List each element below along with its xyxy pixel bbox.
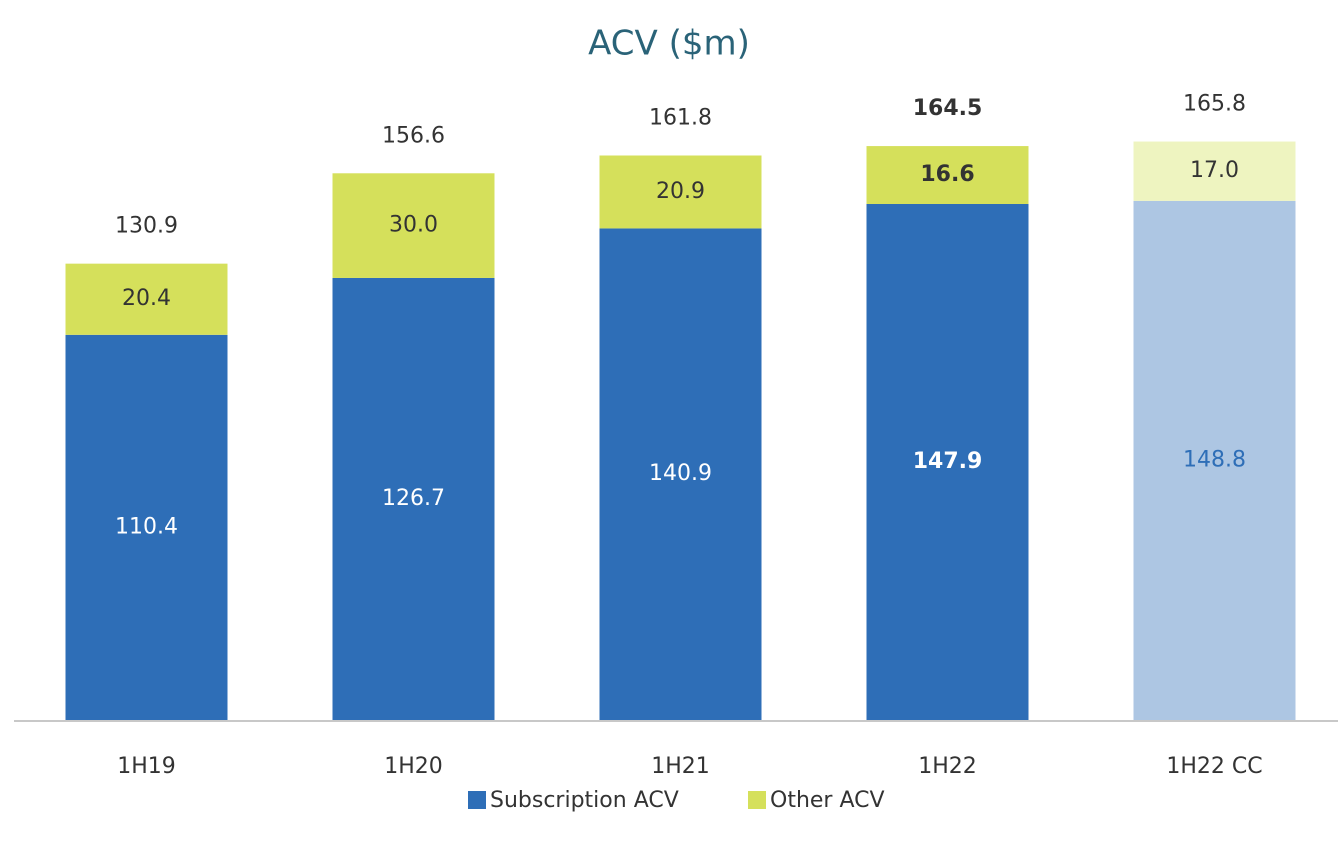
x-tick-label: 1H19	[117, 754, 176, 779]
data-label: 30.0	[389, 213, 438, 238]
legend-swatch	[468, 791, 486, 809]
data-label: 140.9	[649, 461, 712, 486]
bar-segment	[65, 263, 228, 335]
data-label: 126.7	[382, 486, 445, 511]
bar-segment	[332, 277, 495, 720]
total-label: 165.8	[1183, 92, 1246, 117]
total-label: 161.8	[649, 105, 712, 130]
bar-segment	[866, 203, 1029, 720]
bar-segment	[332, 173, 495, 278]
legend-label: Subscription ACV	[490, 788, 679, 813]
bar-segment	[599, 228, 762, 720]
bar-segment	[866, 146, 1029, 204]
x-tick-label: 1H22 CC	[1166, 754, 1262, 779]
legend-swatch	[748, 791, 766, 809]
x-tick-label: 1H20	[384, 754, 443, 779]
legend-label: Other ACV	[770, 788, 885, 813]
data-label: 20.4	[122, 286, 171, 311]
bar-segment	[1133, 141, 1296, 201]
chart-title: ACV ($m)	[588, 24, 750, 64]
total-label: 156.6	[382, 123, 445, 148]
data-label: 20.9	[656, 179, 705, 204]
total-label: 130.9	[115, 214, 178, 239]
data-label: 148.8	[1183, 447, 1246, 472]
total-label: 164.5	[913, 96, 983, 121]
x-tick-label: 1H22	[918, 754, 977, 779]
bar-segment	[599, 155, 762, 229]
data-label: 110.4	[115, 514, 178, 539]
data-label: 147.9	[913, 449, 983, 474]
bar-segment	[65, 334, 228, 720]
data-label: 17.0	[1190, 158, 1239, 183]
bar-segment	[1133, 200, 1296, 720]
data-label: 16.6	[920, 162, 974, 187]
x-tick-label: 1H21	[651, 754, 710, 779]
